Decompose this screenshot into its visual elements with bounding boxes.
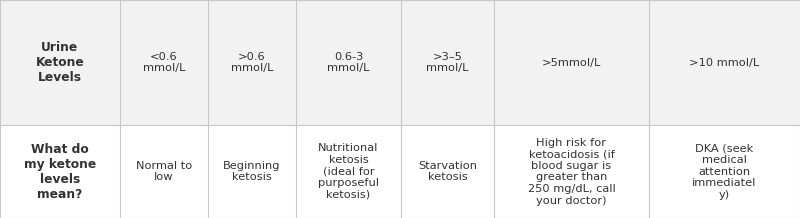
Text: >10 mmol/L: >10 mmol/L: [690, 58, 759, 68]
Bar: [649, 0, 800, 125]
Bar: [120, 125, 208, 218]
Bar: [208, 125, 296, 218]
Bar: [0, 0, 120, 125]
Bar: [120, 0, 208, 125]
Text: >0.6
mmol/L: >0.6 mmol/L: [231, 52, 273, 73]
Text: 0.6-3
mmol/L: 0.6-3 mmol/L: [327, 52, 370, 73]
Bar: [296, 0, 401, 125]
Bar: [401, 0, 494, 125]
Text: >3–5
mmol/L: >3–5 mmol/L: [426, 52, 469, 73]
Bar: [208, 0, 296, 125]
Text: Normal to
low: Normal to low: [136, 161, 192, 182]
Text: High risk for
ketoacidosis (if
blood sugar is
greater than
250 mg/dL, call
your : High risk for ketoacidosis (if blood sug…: [528, 138, 615, 206]
Text: DKA (seek
medical
attention
immediatel
y): DKA (seek medical attention immediatel y…: [692, 143, 757, 200]
Bar: [494, 125, 649, 218]
Text: Starvation
ketosis: Starvation ketosis: [418, 161, 477, 182]
Text: >5mmol/L: >5mmol/L: [542, 58, 601, 68]
Bar: [649, 125, 800, 218]
Text: Beginning
ketosis: Beginning ketosis: [223, 161, 281, 182]
Text: Nutritional
ketosis
(ideal for
purposeful
ketosis): Nutritional ketosis (ideal for purposefu…: [318, 143, 379, 200]
Bar: [401, 125, 494, 218]
Bar: [296, 125, 401, 218]
Text: What do
my ketone
levels
mean?: What do my ketone levels mean?: [24, 143, 96, 201]
Bar: [0, 125, 120, 218]
Bar: [494, 0, 649, 125]
Text: Urine
Ketone
Levels: Urine Ketone Levels: [36, 41, 84, 84]
Text: <0.6
mmol/L: <0.6 mmol/L: [143, 52, 185, 73]
